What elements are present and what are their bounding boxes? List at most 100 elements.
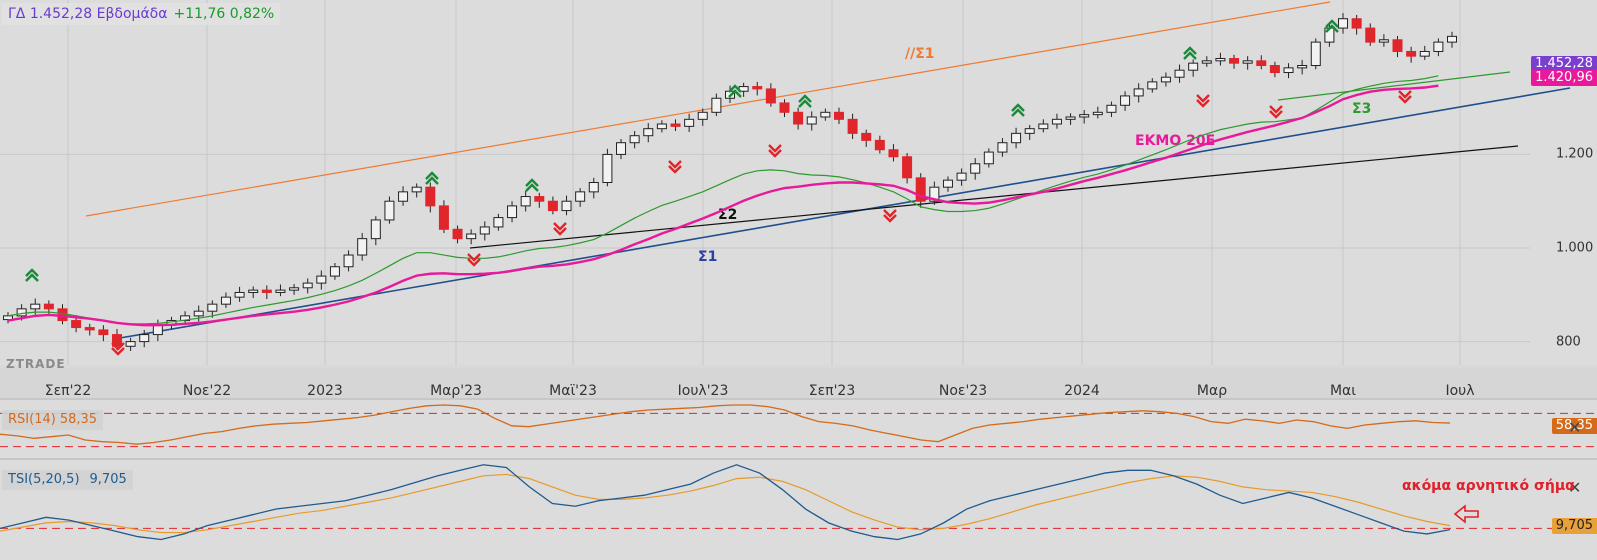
candle: [1160, 76, 1171, 83]
candle: [1310, 41, 1321, 67]
rsi-value: 58,35: [59, 412, 98, 427]
tsi-label: TSI(5,20,5): [8, 472, 80, 487]
candle: [98, 329, 109, 336]
tsi-close-icon[interactable]: ✕: [1568, 478, 1582, 497]
x-tick-label: Μαι: [1329, 383, 1357, 399]
candle: [71, 320, 82, 329]
candle: [466, 233, 477, 240]
tsi-legend[interactable]: TSI(5,20,5) 9,705: [2, 470, 133, 490]
candle: [207, 303, 218, 312]
candle: [1378, 39, 1389, 43]
candle: [16, 308, 27, 317]
candle: [520, 196, 531, 207]
candle: [302, 282, 313, 289]
symbol-label: ΓΔ 1.452,28 Εβδομάδα: [8, 6, 168, 22]
candle: [234, 291, 245, 298]
x-tick-label: Σεπ'22: [44, 383, 92, 399]
buy-signal-icon: [1183, 46, 1197, 60]
candle: [575, 191, 586, 202]
candle: [1092, 111, 1103, 116]
candle: [1133, 88, 1144, 97]
candle: [357, 238, 368, 256]
candle: [929, 186, 940, 202]
x-tick-label: Ιουλ: [1445, 383, 1475, 399]
trendline-sigma2: [469, 145, 1519, 249]
candle: [1120, 95, 1131, 106]
candle: [370, 219, 381, 240]
time-axis-band: [0, 368, 1597, 398]
last-price-tag: 1.452,28: [1531, 56, 1597, 72]
buy-signal-icon: [525, 178, 539, 192]
candle: [983, 151, 994, 165]
y-tick-label: 1.200: [1556, 146, 1594, 162]
candle: [425, 186, 436, 207]
brand-watermark: ZTRADE: [6, 357, 66, 371]
candle: [1106, 104, 1117, 113]
sell-signal-icon: [1196, 94, 1210, 108]
sell-signal-icon: [1269, 105, 1283, 119]
candle: [1242, 60, 1253, 64]
candle: [1051, 118, 1062, 125]
candle: [111, 334, 122, 347]
candle: [833, 111, 844, 120]
candle: [30, 303, 41, 310]
tsi-value: 9,705: [89, 472, 127, 487]
candle: [1365, 27, 1376, 43]
ema20-line: [7, 84, 1439, 327]
candle: [452, 228, 463, 240]
candle: [275, 289, 286, 293]
candle: [602, 153, 613, 184]
candle: [779, 102, 790, 113]
x-tick-label: Μαρ'23: [430, 383, 482, 399]
candle: [629, 135, 640, 144]
candle: [534, 196, 545, 202]
candle: [547, 200, 558, 212]
buy-signal-icon: [1011, 103, 1025, 117]
candle: [125, 341, 136, 347]
sell-signal-icon: [668, 160, 682, 174]
candle: [997, 142, 1008, 153]
candle: [1201, 60, 1212, 64]
candle: [193, 310, 204, 317]
sell-signal-icon: [467, 253, 481, 267]
candle: [1297, 65, 1308, 69]
candle: [793, 111, 804, 125]
sell-signal-icon: [883, 209, 897, 223]
annotation-ema20: ΕΚΜΟ 20Ε: [1135, 133, 1215, 149]
trendline-sigma3: [1277, 71, 1511, 101]
candle: [1433, 41, 1444, 52]
candle: [697, 111, 708, 120]
rsi-legend[interactable]: RSI(14) 58,35: [2, 410, 104, 430]
candle: [1188, 62, 1199, 71]
candle: [1229, 57, 1240, 64]
candle: [1256, 60, 1267, 67]
ema-price-tag: 1.420,96: [1531, 70, 1597, 86]
left-arrow-icon: [1453, 504, 1479, 524]
candle: [956, 172, 967, 181]
candle: [670, 123, 681, 127]
y-tick-label: 1.000: [1556, 240, 1594, 256]
buy-signal-icon: [728, 84, 742, 98]
symbol-header: ΓΔ 1.452,28 Εβδομάδα +11,76 0,82%: [2, 3, 281, 25]
candle: [847, 118, 858, 134]
rsi-label: RSI(14): [8, 412, 56, 427]
candle: [398, 191, 409, 202]
signal-note: ακόμα αρνητικό σήμα: [1402, 478, 1575, 494]
candle: [561, 200, 572, 212]
candle: [588, 182, 599, 193]
buy-signal-icon: [1325, 19, 1339, 33]
rsi-close-icon[interactable]: ✕: [1568, 418, 1582, 437]
candle: [656, 123, 667, 130]
ma-green-line: [7, 75, 1439, 325]
x-tick-label: 2023: [307, 383, 343, 399]
candle: [915, 177, 926, 202]
annotation-sigma3: Σ3: [1352, 101, 1371, 117]
candle: [711, 97, 722, 113]
sell-signal-icon: [768, 144, 782, 158]
sell-signal-icon: [1398, 90, 1412, 104]
annotation-sigma2: Σ2: [718, 207, 737, 223]
price-change: +11,76 0,82%: [173, 6, 275, 22]
candle: [1351, 18, 1362, 29]
x-tick-label: Μαϊ'23: [549, 383, 597, 399]
